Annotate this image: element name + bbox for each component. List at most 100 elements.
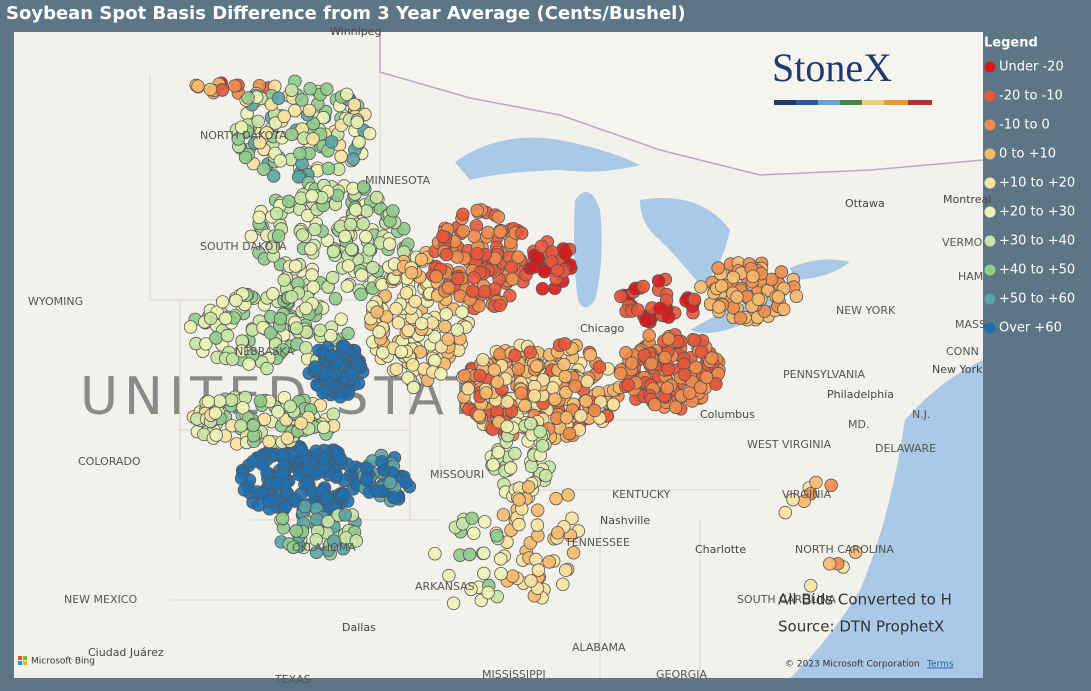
border (379, 32, 984, 176)
bid-point (253, 394, 268, 408)
bid-point (550, 263, 565, 278)
terms-link[interactable]: Terms (926, 660, 954, 670)
bid-point (273, 154, 288, 168)
bid-point (613, 366, 628, 381)
bid-point (309, 444, 323, 458)
bid-point (481, 225, 495, 240)
bid-point (661, 332, 676, 346)
bid-point (467, 229, 482, 243)
state-label: NEW MEXICO (64, 593, 137, 606)
bid-point (244, 229, 259, 244)
bid-point (566, 546, 581, 560)
bid-point (304, 242, 318, 256)
bid-point (557, 357, 571, 372)
bid-point (389, 362, 404, 376)
legend-label: Over +60 (999, 321, 1062, 336)
state-label: ARKANSAS (415, 580, 475, 593)
bid-point (514, 386, 528, 400)
bid-point (639, 313, 653, 328)
bid-point (642, 328, 656, 343)
lake-ontario (790, 259, 850, 280)
legend-label: +30 to +40 (999, 234, 1075, 249)
bid-point (238, 150, 253, 165)
bid-point (436, 229, 450, 244)
bid-point (399, 286, 414, 300)
city-label: Montreal (943, 193, 991, 206)
bid-point (512, 493, 526, 507)
state-label: OKLAHOMA (292, 541, 356, 554)
bid-point (705, 351, 719, 365)
bid-point (283, 399, 298, 414)
bid-point (386, 490, 401, 505)
bid-point (313, 323, 327, 338)
bid-point (824, 478, 838, 493)
bid-point (529, 359, 544, 373)
state-label: NORTH DAKOTA (200, 129, 287, 142)
bid-point (462, 547, 477, 562)
bid-point (491, 445, 506, 460)
bid-point (340, 87, 354, 102)
bid-point (234, 419, 248, 433)
bid-point (504, 260, 519, 274)
bid-point (789, 289, 804, 303)
bid-point (325, 349, 339, 363)
bid-point (399, 475, 413, 490)
bid-point (521, 480, 536, 494)
bid-point (271, 405, 285, 419)
bid-point (293, 146, 307, 161)
bid-point (533, 424, 547, 439)
bid-point (341, 326, 355, 341)
legend-swatch (984, 293, 996, 305)
bid-point (699, 370, 714, 385)
bid-point (651, 274, 666, 288)
bid-point (209, 331, 223, 345)
bid-point (535, 439, 550, 453)
bid-point (456, 224, 470, 238)
bid-point (362, 126, 377, 141)
bid-point (295, 228, 310, 242)
bid-point (340, 279, 355, 293)
bid-point (512, 517, 526, 532)
bid-point (658, 350, 672, 365)
state-label: NEBRASKA (235, 345, 294, 358)
legend-swatch (984, 264, 996, 276)
stripe (796, 100, 818, 105)
lake-huron (640, 198, 730, 285)
bid-point (242, 357, 256, 371)
bid-point (408, 294, 422, 309)
bid-point (229, 293, 243, 308)
bid-point (401, 323, 416, 338)
bid-point (289, 321, 304, 335)
bid-point (308, 222, 322, 237)
bid-point (689, 360, 703, 375)
bid-point (299, 341, 313, 355)
state-label: MASS (955, 318, 986, 331)
bid-point (531, 563, 546, 577)
bid-point (257, 412, 272, 427)
bid-point (220, 328, 235, 343)
bid-point (236, 401, 250, 415)
bid-point (294, 191, 308, 205)
bid-point (326, 407, 341, 421)
legend-swatch (984, 206, 996, 218)
bid-point (549, 491, 563, 506)
bid-point (289, 524, 303, 538)
bid-point (500, 395, 515, 409)
bid-point (442, 568, 456, 583)
state-label: CONN (946, 345, 979, 358)
bid-point (746, 269, 760, 284)
bid-point (644, 356, 659, 371)
bid-point (481, 586, 495, 600)
bid-point (294, 416, 308, 430)
bid-point (277, 109, 291, 124)
lake-superior (455, 137, 640, 180)
bid-point (362, 243, 377, 257)
legend-swatch (984, 61, 996, 73)
state-label: SOUTH DAKOTA (200, 240, 287, 253)
bid-point (359, 229, 373, 244)
bid-point (455, 305, 469, 319)
bid-point (338, 229, 352, 244)
state-label: WYOMING (28, 295, 83, 308)
